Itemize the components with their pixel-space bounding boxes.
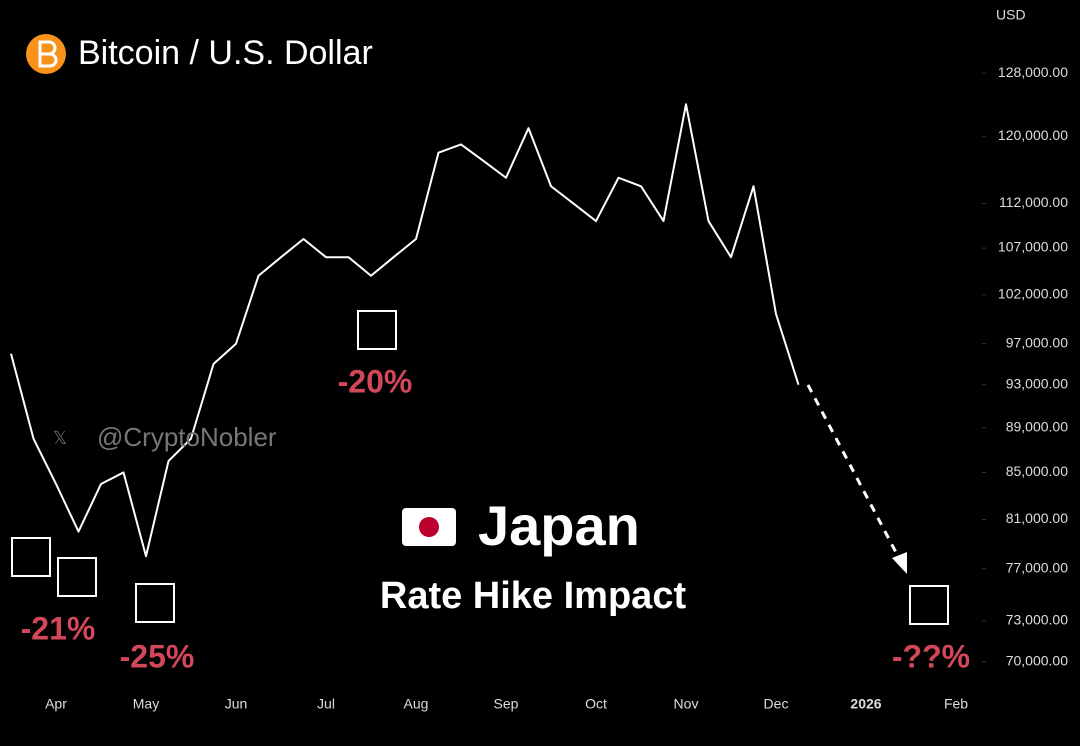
- x-tick-label: Jul: [317, 696, 335, 712]
- arrow-line: [806, 384, 902, 561]
- y-tick-label: 89,000.00: [1006, 418, 1068, 434]
- x-tick-label: May: [133, 696, 159, 712]
- box: [57, 557, 97, 597]
- y-tick-label: 93,000.00: [1006, 375, 1068, 391]
- flag-sun: [419, 517, 439, 537]
- box: [135, 583, 175, 623]
- box: [11, 537, 51, 577]
- y-tick-label: 112,000.00: [999, 194, 1068, 210]
- y-tick-label: 128,000.00: [998, 64, 1068, 80]
- box: [909, 585, 949, 625]
- arrow-head: [892, 552, 907, 574]
- annotation: -20%: [338, 363, 413, 399]
- subheadline: Rate Hike Impact: [380, 575, 687, 617]
- annotation: -21%: [21, 610, 96, 646]
- y-tick-label: 77,000.00: [1006, 560, 1068, 576]
- boxes: [11, 310, 949, 625]
- watermark: @CryptoNobler: [97, 422, 277, 452]
- y-tick-label: 70,000.00: [1006, 652, 1068, 668]
- y-tick-label: 73,000.00: [1006, 612, 1068, 628]
- japan-flag: [402, 508, 456, 546]
- x-tick-label: Feb: [944, 696, 968, 712]
- x-tick-label: Apr: [45, 696, 67, 712]
- x-tick-label: Dec: [764, 696, 789, 712]
- x-tick-label: Nov: [674, 696, 699, 712]
- y-tick-label: 85,000.00: [1006, 463, 1068, 479]
- bitcoin-icon-glyph: [38, 40, 58, 68]
- x-tick-label: Sep: [494, 696, 519, 712]
- x-tick-label: Aug: [404, 696, 429, 712]
- box: [357, 310, 397, 350]
- x-tick-label: Oct: [585, 696, 607, 712]
- x-tick-label: 2026: [850, 696, 881, 712]
- y-tick-label: 97,000.00: [1006, 334, 1068, 350]
- chart-title: Bitcoin / U.S. Dollar: [78, 34, 373, 72]
- y-tick-label: 107,000.00: [998, 239, 1068, 255]
- watermark-x: 𝕏: [53, 428, 68, 448]
- x-tick-label: Jun: [225, 696, 248, 712]
- y-tick-label: 81,000.00: [1006, 510, 1068, 526]
- annotation: -25%: [120, 638, 195, 674]
- currency-label: USD: [996, 7, 1026, 23]
- annotation: -??%: [892, 638, 970, 674]
- price-line: [10, 103, 800, 558]
- y-tick-label: 120,000.00: [998, 127, 1068, 143]
- headline: Japan: [478, 494, 640, 557]
- y-tick-label: 102,000.00: [998, 285, 1068, 301]
- axes: 70,000.00 73,000.00 77,000.00 81,000.00 85,0…: [10, 64, 1068, 712]
